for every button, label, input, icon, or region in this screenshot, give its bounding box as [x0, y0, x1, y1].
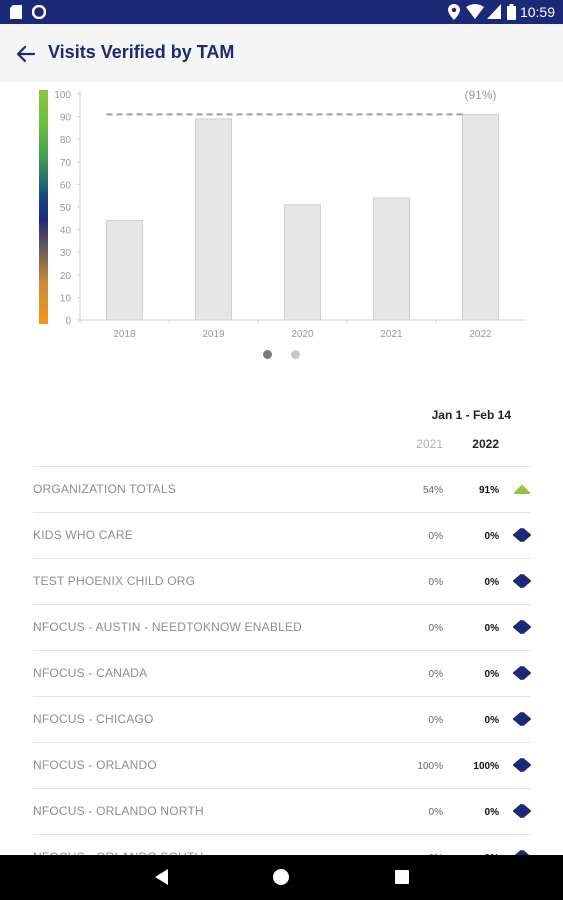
recents-square-icon[interactable] — [394, 868, 410, 886]
status-time: 10:59 — [519, 4, 555, 20]
pager-dot[interactable] — [291, 350, 300, 359]
bar[interactable] — [284, 204, 321, 321]
y-tick-label: 30 — [60, 248, 72, 259]
signal-icon — [487, 4, 501, 19]
page-title: Visits Verified by TAM — [48, 42, 235, 62]
x-tick-label: 2018 — [113, 329, 136, 340]
bar[interactable] — [373, 197, 410, 321]
trend-up-icon — [514, 485, 530, 494]
value-current-year: 0% — [484, 577, 499, 588]
trend-flat-icon — [513, 666, 531, 680]
x-tick-label: 2021 — [380, 329, 403, 340]
table-row[interactable]: NFOCUS - ORLANDO 100% 100% — [33, 742, 531, 788]
value-current-year: 100% — [473, 761, 499, 772]
table-row[interactable]: NFOCUS - CANADA 0% 0% — [33, 650, 531, 696]
bar[interactable] — [106, 220, 143, 321]
table-row[interactable]: KIDS WHO CARE 0% 0% — [33, 512, 531, 558]
location-icon — [448, 4, 460, 20]
table-row[interactable]: NFOCUS - ORLANDO NORTH 0% 0% — [33, 788, 531, 834]
table-row[interactable]: ORGANIZATION TOTALS 54% 91% — [33, 466, 531, 512]
trend-flat-icon — [513, 712, 531, 726]
x-tick-label: 2020 — [291, 329, 314, 340]
value-previous-year: 0% — [428, 715, 443, 726]
value-previous-year: 0% — [428, 669, 443, 680]
pager-dots — [0, 350, 563, 362]
y-tick-label: 100 — [54, 90, 71, 101]
target-annotation: (91%) — [464, 88, 496, 102]
value-current-year: 0% — [484, 669, 499, 680]
org-table: ORGANIZATION TOTALS 54% 91% KIDS WHO CARE 0%… — [33, 466, 531, 880]
y-tick-label: 70 — [60, 158, 72, 169]
arrow-left-icon — [16, 45, 36, 63]
org-name: KIDS WHO CARE — [33, 528, 133, 542]
y-tick-label: 20 — [60, 271, 72, 282]
y-tick-label: 40 — [60, 226, 72, 237]
home-circle-icon[interactable] — [272, 868, 290, 886]
y-tick-label: 80 — [60, 135, 72, 146]
wifi-icon — [466, 4, 484, 19]
org-name: TEST PHOENIX CHILD ORG — [33, 574, 196, 588]
bar[interactable] — [195, 118, 232, 321]
pager-dot-active[interactable] — [263, 350, 272, 359]
battery-icon — [507, 4, 516, 20]
value-previous-year: 54% — [422, 485, 443, 496]
back-triangle-icon[interactable] — [153, 868, 171, 886]
bar[interactable] — [462, 113, 499, 321]
table-row[interactable]: NFOCUS - AUSTIN - NEEDTOKNOW ENABLED 0% 0% — [33, 604, 531, 650]
status-bar: 10:59 — [0, 0, 563, 24]
value-previous-year: 0% — [428, 531, 443, 542]
table-row[interactable]: NFOCUS - CHICAGO 0% 0% — [33, 696, 531, 742]
trend-flat-icon — [513, 620, 531, 634]
org-name: NFOCUS - ORLANDO NORTH — [33, 804, 204, 818]
y-tick-label: 50 — [60, 203, 72, 214]
back-button[interactable] — [12, 40, 40, 68]
app-bar: Visits Verified by TAM — [0, 24, 563, 82]
y-tick-label: 0 — [65, 316, 71, 327]
org-name: NFOCUS - CANADA — [33, 666, 148, 680]
column-year-previous: 2021 — [416, 437, 443, 451]
table-row[interactable]: TEST PHOENIX CHILD ORG 0% 0% — [33, 558, 531, 604]
trend-flat-icon — [513, 574, 531, 588]
value-previous-year: 0% — [428, 577, 443, 588]
color-scale-bar — [39, 90, 48, 324]
value-current-year: 0% — [484, 623, 499, 634]
y-tick-label: 10 — [60, 293, 72, 304]
trend-flat-icon — [513, 758, 531, 772]
y-tick-label: 90 — [60, 113, 72, 124]
value-previous-year: 0% — [428, 623, 443, 634]
org-name: NFOCUS - AUSTIN - NEEDTOKNOW ENABLED — [33, 620, 303, 634]
column-year-current: 2022 — [472, 437, 499, 451]
org-name: NFOCUS - CHICAGO — [33, 712, 154, 726]
value-current-year: 0% — [484, 807, 499, 818]
value-previous-year: 100% — [417, 761, 443, 772]
x-tick-label: 2019 — [202, 329, 225, 340]
y-tick-label: 60 — [60, 180, 72, 191]
trend-flat-icon — [513, 804, 531, 818]
sd-card-icon — [10, 5, 22, 19]
date-range: Jan 1 - Feb 14 — [431, 408, 511, 422]
x-tick-label: 2022 — [469, 329, 492, 340]
value-current-year: 0% — [484, 531, 499, 542]
value-current-year: 91% — [478, 485, 499, 496]
value-previous-year: 0% — [428, 807, 443, 818]
trend-flat-icon — [513, 528, 531, 542]
chart-svg: 0 10 20 30 40 50 60 70 80 90 100 2018 2019 2020 2021 20… — [39, 88, 525, 340]
bar-chart[interactable]: 0 10 20 30 40 50 60 70 80 90 100 2018 2019 2020 2021 20… — [0, 82, 563, 382]
circle-notification-icon — [32, 5, 46, 19]
org-name: NFOCUS - ORLANDO — [33, 758, 157, 772]
value-current-year: 0% — [484, 715, 499, 726]
system-nav-bar — [0, 855, 563, 900]
org-name: ORGANIZATION TOTALS — [33, 482, 176, 496]
